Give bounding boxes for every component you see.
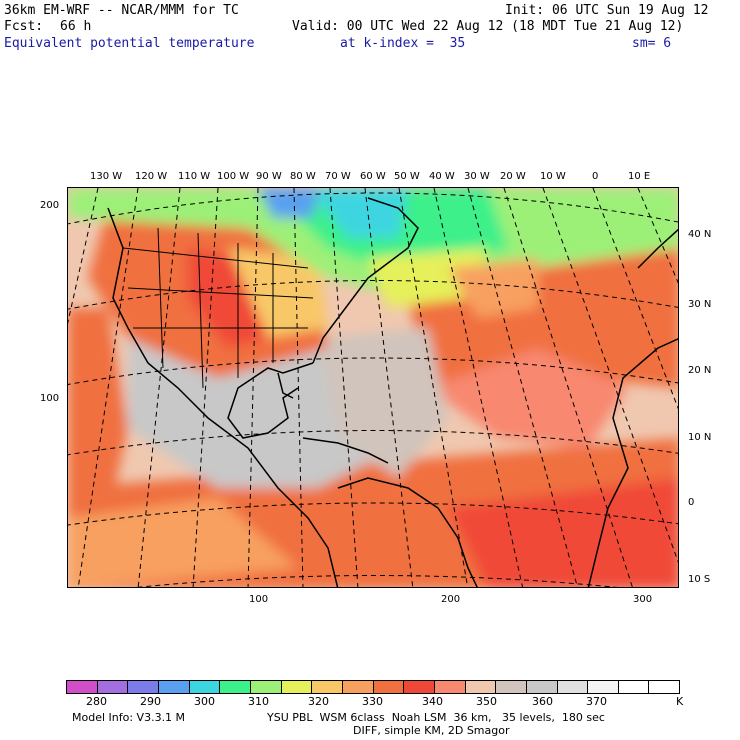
colorbar-label: 310 [248, 695, 269, 708]
theta-e-map-svg [68, 188, 678, 587]
weather-map [67, 187, 679, 588]
colorbar-swatch [434, 681, 466, 693]
grid-x-label: 100 [249, 594, 269, 605]
lon-label: 0 [592, 171, 599, 182]
colorbar-frame [66, 680, 680, 694]
lat-label: 30 N [688, 299, 712, 310]
diffusion-info: DIFF, simple KM, 2D Smagor [353, 724, 510, 737]
lon-label: 90 W [256, 171, 282, 182]
physics-info: YSU PBL WSM 6class Noah LSM 36 km, 35 le… [267, 711, 605, 724]
lon-label: 50 W [394, 171, 420, 182]
field-name: Equivalent potential temperature [4, 36, 255, 51]
forecast-label: Fcst: [4, 19, 44, 34]
colorbar-swatch [618, 681, 650, 693]
colorbar-swatch [158, 681, 190, 693]
grid-y-label: 200 [40, 200, 60, 211]
colorbar-label: 350 [476, 695, 497, 708]
smoothing-info: sm= 6 [632, 36, 672, 51]
colorbar-swatch [281, 681, 313, 693]
lat-label: 0 [688, 497, 695, 508]
model-info: Model Info: V3.3.1 M [72, 711, 186, 724]
colorbar-swatch [67, 681, 98, 693]
colorbar-swatch [465, 681, 497, 693]
colorbar-swatch [250, 681, 282, 693]
theta-e-field [68, 188, 678, 587]
lon-label: 130 W [90, 171, 123, 182]
colorbar-swatch [526, 681, 558, 693]
colorbar-label: 290 [140, 695, 161, 708]
colorbar-swatch [312, 681, 343, 693]
grid-x-label: 300 [633, 594, 653, 605]
lon-label: 110 W [178, 171, 211, 182]
model-title: 36km EM-WRF -- NCAR/MMM for TC [4, 3, 239, 18]
lon-label: 10 W [540, 171, 566, 182]
valid-time: Valid: 00 UTC Wed 22 Aug 12 (18 MDT Tue … [292, 19, 684, 34]
colorbar-swatch [557, 681, 589, 693]
colorbar-label: 300 [194, 695, 215, 708]
lon-label: 120 W [135, 171, 168, 182]
forecast-hours: 66 h [60, 19, 92, 34]
colorbar-label: 330 [362, 695, 383, 708]
colorbar-label: 360 [532, 695, 553, 708]
level-info: at k-index = 35 [340, 36, 466, 51]
colorbar-swatch [404, 681, 435, 693]
colorbar-label: 340 [422, 695, 443, 708]
colorbar-swatch [342, 681, 374, 693]
colorbar-swatch [97, 681, 129, 693]
lat-label: 10 S [688, 574, 711, 585]
colorbar-label: 370 [586, 695, 607, 708]
lon-label: 40 W [429, 171, 455, 182]
lon-label: 20 W [500, 171, 526, 182]
grid-y-label: 100 [40, 393, 60, 404]
lat-label: 40 N [688, 229, 712, 240]
state-borders [122, 227, 314, 389]
colorbar-label: 320 [308, 695, 329, 708]
lat-label: 20 N [688, 365, 712, 376]
colorbar-swatch [373, 681, 405, 693]
colorbar-swatch [220, 681, 251, 693]
colorbar-swatch [189, 681, 221, 693]
grid-x-label: 200 [441, 594, 461, 605]
colorbar-label: 280 [86, 695, 107, 708]
colorbar-swatch [588, 681, 619, 693]
lon-label: 10 E [628, 171, 651, 182]
lon-label: 70 W [325, 171, 351, 182]
lat-label: 10 N [688, 432, 712, 443]
lon-label: 30 W [464, 171, 490, 182]
colorbar-swatch [496, 681, 527, 693]
coastlines [107, 197, 678, 587]
lon-label: 100 W [217, 171, 250, 182]
graticule [68, 188, 678, 587]
lon-label: 60 W [360, 171, 386, 182]
colorbar-unit: K [676, 695, 684, 708]
init-time: Init: 06 UTC Sun 19 Aug 12 [505, 3, 709, 18]
colorbar [67, 681, 680, 693]
colorbar-swatch [649, 681, 680, 693]
lon-label: 80 W [290, 171, 316, 182]
colorbar-swatch [128, 681, 159, 693]
